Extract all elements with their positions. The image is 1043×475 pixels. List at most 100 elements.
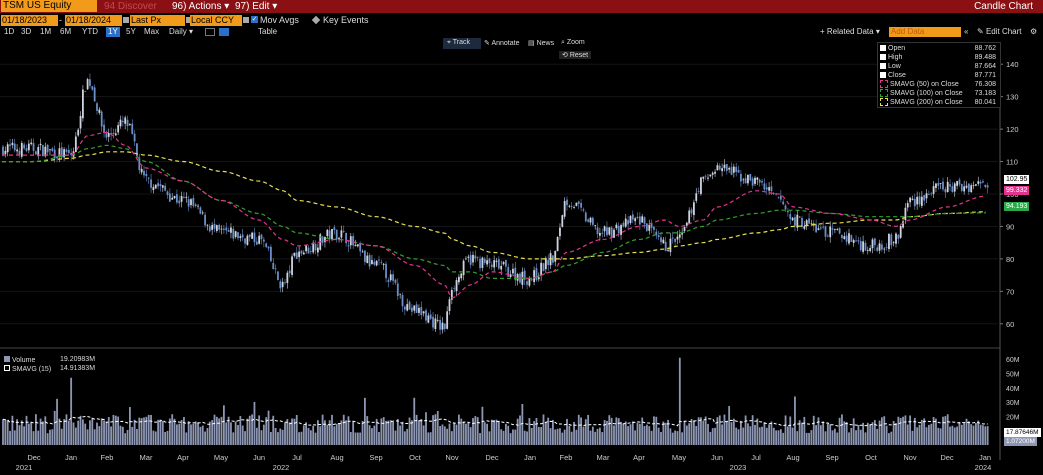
candle-body	[51, 148, 54, 151]
volume-bar	[232, 432, 235, 445]
dropdown-icon[interactable]	[243, 17, 249, 23]
candle-body	[636, 216, 639, 219]
year-label: 2024	[975, 463, 992, 472]
period-1m[interactable]: 1M	[40, 27, 52, 36]
period-6m[interactable]: 6M	[60, 27, 72, 36]
actions-menu[interactable]: 96) Actions ▾	[172, 0, 229, 13]
x-tick-label: Apr	[177, 453, 189, 462]
period-ytd[interactable]: YTD	[82, 27, 98, 36]
candle-body	[584, 212, 587, 222]
line-chart-icon[interactable]	[205, 28, 215, 36]
candle-body	[514, 267, 517, 281]
volume-bar	[131, 426, 134, 445]
period-max[interactable]: Max	[144, 27, 160, 36]
gear-icon[interactable]: ⚙	[1030, 27, 1038, 36]
volume-last-tag: 1.07200M	[1004, 437, 1037, 446]
candle-chart[interactable]: 60708090100110120130140 20M30M40M50M60M …	[0, 40, 1043, 475]
candle-body	[977, 181, 980, 184]
period-1d[interactable]: 1D	[4, 27, 15, 36]
zoom-label: Zoom	[566, 39, 585, 46]
candle-body	[620, 225, 622, 235]
volume-bar	[533, 421, 535, 445]
volume-bar	[319, 426, 322, 445]
discover-menu[interactable]: 94 Discover	[104, 1, 157, 12]
table-button[interactable]: Table	[258, 27, 278, 36]
candle-body	[815, 224, 817, 233]
volume-bar	[636, 422, 639, 445]
volume-bar	[918, 424, 921, 445]
candle-body	[742, 179, 745, 181]
x-tick-label: Jan	[65, 453, 77, 462]
volume-bar	[223, 405, 225, 445]
volume-bar	[822, 421, 825, 445]
volume-bar	[204, 431, 206, 445]
track-tool[interactable]: ⌖ Track	[447, 39, 471, 46]
volume-bar	[606, 421, 608, 445]
period-5y[interactable]: 5Y	[126, 27, 136, 36]
candle-body	[526, 281, 528, 285]
reset-button[interactable]: ⟲ Reset	[559, 51, 592, 59]
candle-body	[230, 227, 232, 233]
key-events-label[interactable]: Key Events	[323, 15, 369, 25]
candle-body	[500, 266, 503, 270]
calendar-icon[interactable]	[123, 17, 129, 23]
dropdown-icon[interactable]	[186, 17, 192, 23]
candle-body	[396, 283, 399, 296]
candle-body	[16, 149, 18, 152]
volume-bar	[709, 431, 712, 445]
volume-bar	[805, 432, 808, 445]
add-data-input[interactable]: Add Data	[889, 27, 961, 37]
date-to-field[interactable]: 01/18/2024	[65, 15, 122, 26]
candle-body	[326, 229, 329, 237]
edit-chart-button[interactable]: ✎ Edit Chart	[977, 27, 1022, 36]
candle-body	[784, 205, 787, 210]
period-3d[interactable]: 3D	[21, 27, 32, 36]
volume-bar	[521, 404, 524, 445]
volume-bar	[920, 419, 923, 445]
volume-bar	[965, 418, 968, 445]
zoom-tool[interactable]: ⌕ Zoom	[561, 39, 585, 46]
volume-bar	[787, 426, 789, 445]
key-events-icon[interactable]	[311, 15, 321, 25]
collapse-icon[interactable]: «	[964, 27, 969, 36]
volume-bar	[958, 421, 961, 445]
candle-body	[145, 173, 148, 177]
candle-body	[232, 228, 235, 239]
related-data-button[interactable]: + Related Data ▾	[820, 27, 880, 36]
volume-bar	[255, 427, 258, 445]
candle-body	[453, 288, 456, 289]
volume-bar	[556, 428, 559, 445]
candle-body	[749, 173, 752, 181]
volume-bar	[458, 414, 460, 445]
candle-body	[939, 183, 942, 184]
price-field-select[interactable]: Last Px	[130, 15, 185, 26]
candle-body	[126, 119, 129, 127]
volume-bar	[664, 422, 667, 445]
candle-body	[859, 241, 862, 251]
volume-bar	[126, 429, 129, 445]
candle-body	[770, 186, 773, 192]
news-tool[interactable]: ▤ News	[528, 40, 555, 47]
volume-bar	[817, 417, 820, 445]
volume-bar	[617, 418, 620, 445]
ticker-field[interactable]: TSM US Equity	[1, 0, 97, 12]
edit-menu[interactable]: 97) Edit ▾	[235, 0, 277, 13]
candle-body	[655, 231, 658, 236]
frequency-select[interactable]: Daily ▾	[169, 27, 194, 36]
candle-body	[899, 226, 902, 238]
volume-bar	[591, 426, 594, 445]
currency-select[interactable]: Local CCY	[190, 15, 242, 26]
annotate-tool[interactable]: ✎ Annotate	[484, 40, 520, 47]
date-from-field[interactable]: 01/18/2023	[1, 15, 58, 26]
candle-body	[763, 183, 766, 190]
volume-bar	[904, 415, 907, 445]
mov-avgs-checkbox[interactable]: ✓	[251, 16, 258, 23]
period-1y[interactable]: 1Y	[106, 27, 120, 37]
candle-body	[904, 207, 907, 221]
candle-body	[448, 299, 451, 311]
volume-bar	[425, 412, 427, 445]
candle-body	[838, 228, 841, 234]
candle-body	[826, 235, 829, 237]
candle-chart-icon[interactable]	[219, 28, 229, 36]
year-label: 2022	[273, 463, 290, 472]
